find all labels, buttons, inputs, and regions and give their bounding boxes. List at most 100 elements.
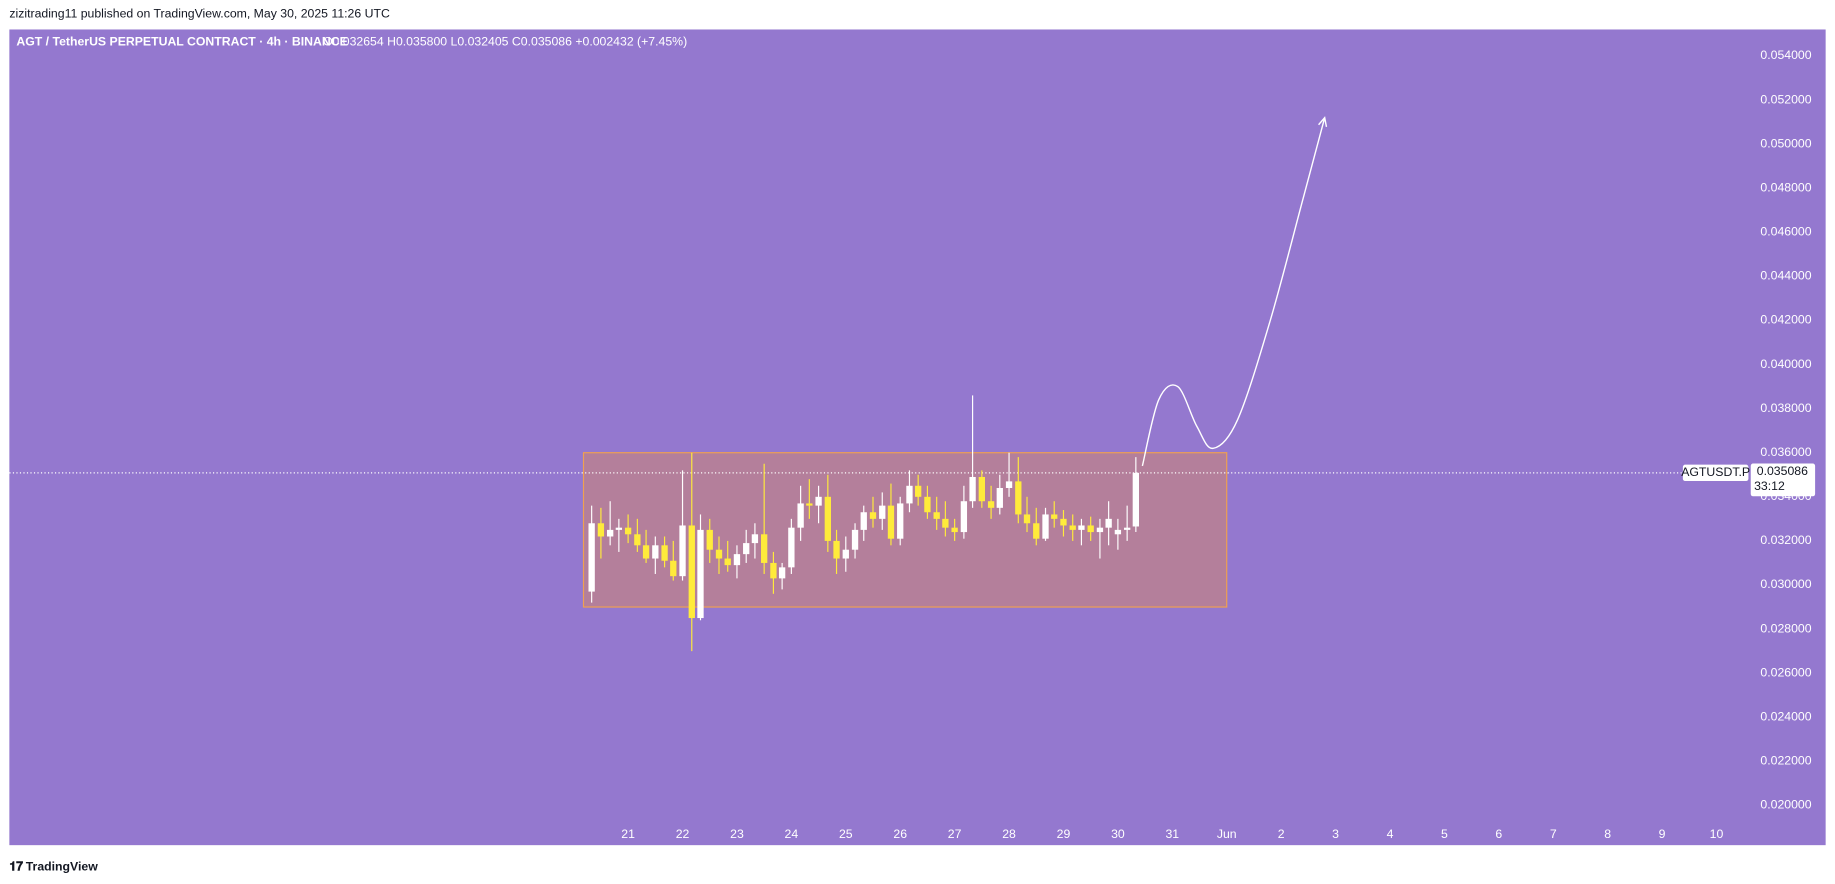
ohlc-legend: O0.032654 H0.035800 L0.032405 C0.035086 …: [323, 35, 687, 49]
candle-body: [706, 529, 713, 550]
x-tick-label: 27: [948, 827, 962, 841]
x-tick-label: 29: [1057, 827, 1071, 841]
candle-body: [833, 540, 840, 559]
symbol-label: AGTUSDT.P: [1681, 465, 1750, 479]
footer-logo: TradingView: [26, 860, 98, 874]
candle-body: [1042, 514, 1049, 539]
candle-body: [1051, 514, 1058, 519]
marks: [9, 116, 1744, 652]
candle-body: [960, 501, 968, 533]
x-tick-label: 2: [1278, 827, 1285, 841]
x-tick-label: 10: [1710, 827, 1724, 841]
candle-body: [661, 545, 668, 561]
candle-body: [879, 505, 886, 519]
candle-body: [1069, 525, 1076, 530]
candle-body: [1033, 523, 1040, 539]
candle-body: [1114, 529, 1122, 535]
y-tick-label: 0.048000: [1760, 180, 1811, 194]
projection-curve: [1141, 117, 1326, 467]
candle-body: [670, 560, 677, 577]
last-price-bg: [1750, 463, 1816, 497]
candle-body: [1087, 525, 1094, 533]
candle-body: [1123, 527, 1131, 530]
candle-body: [1023, 514, 1031, 524]
x-tick-label: 6: [1495, 827, 1502, 841]
candle-body: [897, 503, 904, 539]
candle-body: [778, 567, 786, 579]
plot-background: [9, 29, 1826, 846]
candle-body: [615, 527, 623, 530]
y-tick-label: 0.052000: [1760, 92, 1811, 106]
y-tick-label: 0.020000: [1760, 798, 1811, 812]
x-tick-label: 31: [1165, 827, 1179, 841]
candle-body: [969, 476, 976, 502]
candle-body: [688, 525, 695, 619]
x-tick-label: 4: [1387, 827, 1394, 841]
y-tick-label: 0.024000: [1760, 710, 1811, 724]
candle-body: [860, 512, 867, 530]
x-tick-label: 30: [1111, 827, 1125, 841]
candle-body: [761, 534, 768, 563]
y-tick-label: 0.046000: [1760, 225, 1811, 239]
candle-body: [733, 554, 741, 566]
candle-body: [743, 543, 750, 555]
candle-body: [906, 485, 913, 504]
x-tick-label: 8: [1604, 827, 1611, 841]
candle-body: [1132, 472, 1140, 527]
x-tick-label: 28: [1002, 827, 1016, 841]
candle-body: [951, 527, 958, 533]
x-tick-label: 3: [1332, 827, 1339, 841]
y-tick-label: 0.022000: [1760, 754, 1811, 768]
candle-body: [842, 549, 849, 559]
y-tick-label: 0.040000: [1760, 357, 1811, 371]
x-tick-label: 26: [893, 827, 907, 841]
candle-body: [824, 496, 831, 541]
x-tick-label: 24: [785, 827, 799, 841]
y-tick-label: 0.054000: [1760, 48, 1811, 62]
candle-body: [987, 501, 995, 508]
y-tick-label: 0.032000: [1760, 533, 1811, 547]
x-tick-label: 23: [730, 827, 744, 841]
candle-body: [915, 485, 922, 497]
y-tick-label: 0.036000: [1760, 445, 1811, 459]
candle-body: [634, 534, 641, 546]
candle-body: [1060, 518, 1067, 526]
candle-body: [1078, 525, 1085, 530]
x-tick-label: 5: [1441, 827, 1448, 841]
candle-body: [724, 558, 731, 566]
candle-body: [652, 545, 659, 559]
candle-body: [770, 562, 777, 579]
candle-body: [851, 529, 859, 550]
countdown: 33:12: [1754, 479, 1785, 493]
y-tick-label: 0.028000: [1760, 621, 1811, 635]
candle-body: [942, 518, 949, 528]
candle-body: [597, 523, 605, 537]
projection-arrowhead: [1318, 116, 1328, 127]
y-tick-label: 0.038000: [1760, 401, 1811, 415]
candle-body: [679, 525, 686, 577]
x-tick-label: 21: [621, 827, 635, 841]
candle-body: [751, 534, 759, 544]
candle-body: [715, 549, 723, 559]
candle-body: [996, 487, 1003, 508]
candle-body: [815, 496, 822, 506]
candle-body: [642, 545, 650, 559]
candle-body: [978, 476, 986, 502]
candle-body: [624, 527, 632, 535]
candle-body: [924, 496, 931, 513]
candle-body: [933, 512, 940, 519]
x-tick-label: 7: [1550, 827, 1557, 841]
candle-body: [588, 523, 595, 592]
y-tick-label: 0.050000: [1760, 136, 1811, 150]
candle-body: [1105, 518, 1112, 528]
x-tick-label: 22: [676, 827, 690, 841]
symbol-label-bg: [1682, 464, 1749, 482]
y-tick-label: 0.042000: [1760, 313, 1811, 327]
x-tick-label: 9: [1659, 827, 1666, 841]
candle-body: [697, 529, 704, 619]
candle-body: [869, 512, 877, 519]
symbol-title: AGT / TetherUS PERPETUAL CONTRACT · 4h ·…: [16, 35, 347, 49]
logo-mark: 𝟏𝟕: [9, 860, 23, 874]
